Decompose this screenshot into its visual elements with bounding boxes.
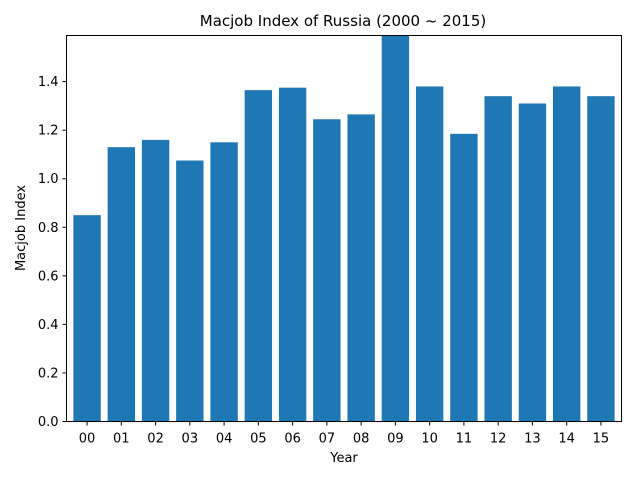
x-tick-label-03: 03 (182, 432, 199, 447)
bar-06 (278, 87, 307, 422)
x-tick-label-04: 04 (216, 432, 233, 447)
x-axis-label: Year (329, 451, 358, 466)
y-axis-label: Macjob Index (14, 185, 29, 271)
x-tick-label-11: 11 (456, 432, 473, 447)
x-tick-label-07: 07 (319, 432, 336, 447)
y-tick-label-0.8: 0.8 (38, 221, 59, 236)
x-tick-label-10: 10 (421, 432, 438, 447)
bar-12 (484, 96, 512, 422)
bar-04 (210, 142, 238, 422)
bar-13 (518, 103, 547, 422)
x-tick-label-01: 01 (113, 432, 130, 447)
x-tick-label-09: 09 (387, 432, 404, 447)
x-tick-label-06: 06 (284, 432, 301, 447)
x-tick-label-12: 12 (490, 432, 507, 447)
y-tick-label-1.2: 1.2 (38, 124, 59, 139)
bar-02 (141, 139, 170, 422)
x-tick-label-08: 08 (353, 432, 370, 447)
y-tick-label-0.2: 0.2 (38, 366, 59, 381)
x-tick-label-14: 14 (558, 432, 575, 447)
plot-frame (66, 35, 622, 422)
y-axis: 0.0 0.2 0.4 0.6 0.8 1.0 1.2 1.4 (38, 75, 67, 430)
y-tick-label-1.0: 1.0 (38, 172, 59, 187)
bar-07 (313, 119, 341, 422)
bar-01 (107, 147, 136, 422)
bar-03 (176, 160, 204, 422)
bar-00 (73, 215, 101, 422)
x-axis: 00 01 02 03 04 05 06 07 08 09 10 11 12 13 14 15 (79, 421, 610, 447)
x-tick-label-02: 02 (147, 432, 164, 447)
bar-05 (244, 90, 273, 422)
bar-08 (347, 114, 375, 422)
bar-09 (381, 35, 410, 422)
x-tick-label-15: 15 (593, 432, 610, 447)
y-tick-label-0.6: 0.6 (38, 269, 59, 284)
y-tick-label-0.0: 0.0 (38, 415, 59, 430)
bar-11 (450, 133, 478, 422)
bar-10 (415, 86, 444, 422)
y-tick-label-1.4: 1.4 (38, 75, 59, 90)
x-tick-label-05: 05 (250, 432, 267, 447)
x-tick-label-13: 13 (524, 432, 541, 447)
chart-title: Macjob Index of Russia (2000 ~ 2015) (200, 12, 486, 30)
x-tick-label-00: 00 (79, 432, 96, 447)
bar-14 (552, 86, 581, 422)
bar-15 (587, 96, 615, 422)
bars-group (73, 35, 615, 422)
y-tick-label-0.4: 0.4 (38, 318, 59, 333)
